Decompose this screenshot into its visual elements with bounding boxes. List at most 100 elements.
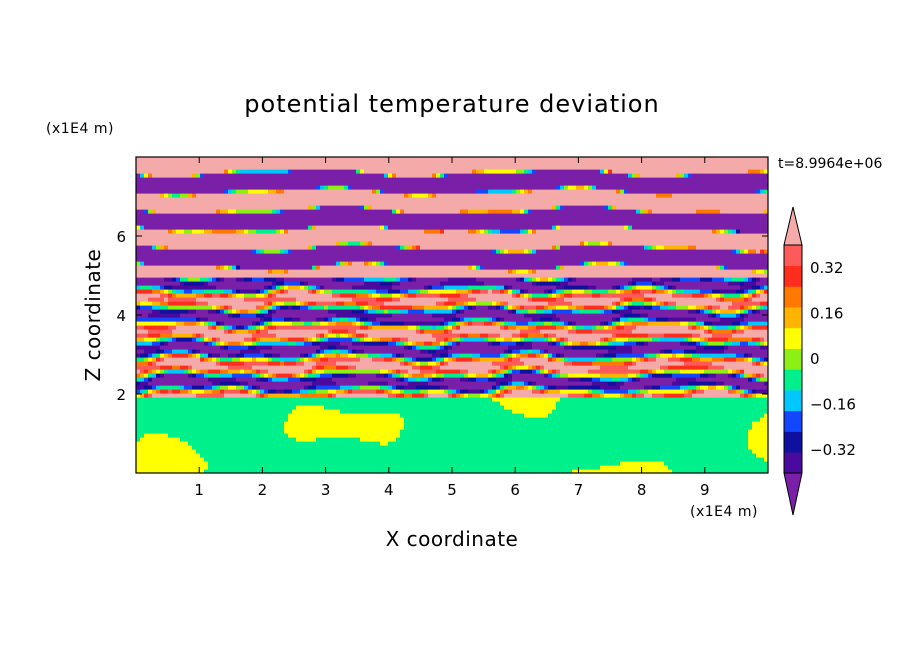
field-cell bbox=[460, 345, 465, 350]
field-cell bbox=[512, 345, 517, 350]
field-cell bbox=[556, 417, 561, 422]
field-cell bbox=[168, 401, 173, 406]
field-cell bbox=[176, 433, 181, 438]
field-cell bbox=[496, 397, 501, 402]
field-cell bbox=[668, 393, 673, 398]
field-cell bbox=[252, 373, 257, 378]
field-cell bbox=[548, 469, 553, 473]
field-cell bbox=[392, 429, 397, 434]
field-cell bbox=[388, 385, 393, 390]
field-cell bbox=[736, 373, 741, 378]
field-cell bbox=[688, 469, 693, 473]
field-cell bbox=[192, 353, 197, 358]
field-cell bbox=[416, 469, 421, 473]
field-cell bbox=[360, 449, 365, 454]
field-cell bbox=[300, 457, 305, 462]
field-cell bbox=[360, 393, 365, 398]
field-cell bbox=[584, 397, 589, 402]
field-cell bbox=[176, 373, 181, 378]
field-cell bbox=[584, 461, 589, 466]
field-cell bbox=[688, 393, 693, 398]
field-cell bbox=[408, 353, 413, 358]
field-cell bbox=[144, 469, 149, 473]
field-cell bbox=[292, 441, 297, 446]
field-cell bbox=[760, 445, 765, 450]
field-cell bbox=[384, 381, 389, 386]
field-cell bbox=[664, 373, 669, 378]
field-cell bbox=[460, 425, 465, 430]
field-cell bbox=[484, 445, 489, 450]
field-cell bbox=[580, 461, 585, 466]
field-cell bbox=[672, 449, 677, 454]
field-cell bbox=[588, 441, 593, 446]
field-cell bbox=[532, 377, 537, 382]
field-cell bbox=[188, 457, 193, 462]
field-cell bbox=[508, 361, 513, 366]
field-cell bbox=[392, 405, 397, 410]
field-cell bbox=[580, 381, 585, 386]
field-cell bbox=[404, 457, 409, 462]
field-cell bbox=[612, 429, 617, 434]
field-cell bbox=[280, 353, 285, 358]
field-cell bbox=[540, 413, 545, 418]
field-cell bbox=[440, 345, 445, 350]
field-cell bbox=[240, 373, 245, 378]
field-cell bbox=[668, 377, 673, 382]
field-cell bbox=[656, 389, 661, 394]
field-cell bbox=[624, 429, 629, 434]
field-cell bbox=[616, 397, 621, 402]
field-cell bbox=[408, 437, 413, 442]
field-cell bbox=[672, 457, 677, 462]
field-cell bbox=[756, 413, 761, 418]
field-cell bbox=[560, 401, 565, 406]
field-cell bbox=[700, 465, 705, 470]
field-cell bbox=[628, 437, 633, 442]
field-cell bbox=[256, 453, 261, 458]
field-cell bbox=[312, 417, 317, 422]
field-cell bbox=[612, 405, 617, 410]
field-cell bbox=[364, 365, 369, 370]
field-cell bbox=[240, 369, 245, 374]
field-cell bbox=[148, 457, 153, 462]
field-cell bbox=[648, 465, 653, 470]
field-cell bbox=[644, 425, 649, 430]
field-cell bbox=[236, 401, 241, 406]
field-cell bbox=[360, 445, 365, 450]
field-cell bbox=[272, 461, 277, 466]
field-cell bbox=[196, 465, 201, 470]
field-cell bbox=[608, 425, 613, 430]
field-cell bbox=[372, 381, 377, 386]
field-cell bbox=[340, 449, 345, 454]
field-cell bbox=[184, 345, 189, 350]
field-cell bbox=[616, 349, 621, 354]
field-cell bbox=[340, 409, 345, 414]
field-cell bbox=[628, 433, 633, 438]
field-cell bbox=[604, 369, 609, 374]
field-cell bbox=[500, 389, 505, 394]
field-cell bbox=[644, 457, 649, 462]
field-cell bbox=[676, 445, 681, 450]
field-cell bbox=[528, 413, 533, 418]
field-cell bbox=[704, 449, 709, 454]
field-cell bbox=[532, 393, 537, 398]
field-cell bbox=[676, 349, 681, 354]
field-cell bbox=[632, 449, 637, 454]
field-cell bbox=[676, 401, 681, 406]
field-cell bbox=[448, 429, 453, 434]
field-cell bbox=[448, 361, 453, 366]
field-cell bbox=[640, 377, 645, 382]
field-cell bbox=[688, 461, 693, 466]
field-cell bbox=[280, 393, 285, 398]
field-cell bbox=[532, 365, 537, 370]
field-cell bbox=[204, 345, 209, 350]
field-cell bbox=[564, 421, 569, 426]
field-cell bbox=[416, 389, 421, 394]
field-cell bbox=[460, 417, 465, 422]
field-cell bbox=[140, 361, 145, 366]
field-cell bbox=[648, 417, 653, 422]
field-cell bbox=[312, 453, 317, 458]
field-cell bbox=[704, 417, 709, 422]
field-cell bbox=[444, 421, 449, 426]
field-cell bbox=[712, 445, 717, 450]
field-cell bbox=[504, 405, 509, 410]
